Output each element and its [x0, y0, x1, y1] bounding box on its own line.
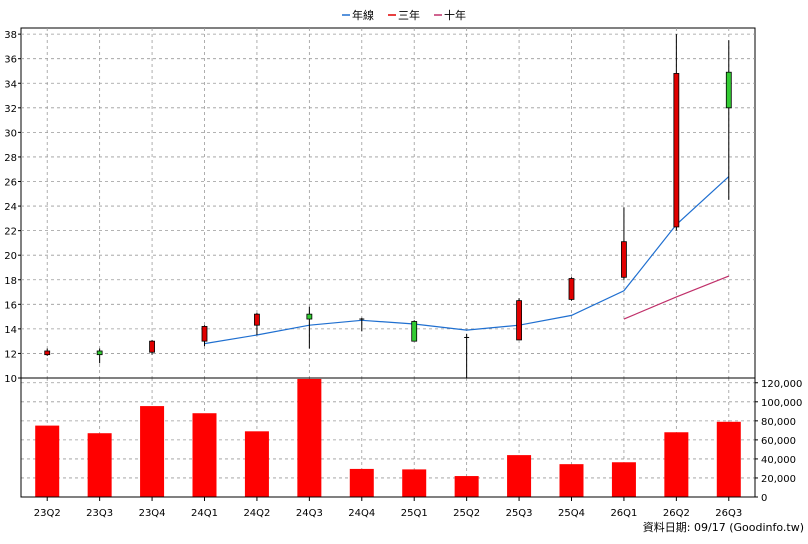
candle-body-13 — [725, 71, 732, 109]
price-ytick-label-5: 20 — [4, 251, 17, 262]
volume-bar-6 — [349, 468, 374, 497]
price-ytick-label-4: 18 — [4, 276, 17, 287]
x-tick-label-9: 25Q3 — [506, 508, 533, 519]
x-tick-label-8: 25Q2 — [453, 508, 480, 519]
x-tick-label-7: 25Q1 — [401, 508, 428, 519]
volume-bar-2 — [140, 406, 165, 497]
candle-body-2 — [149, 340, 155, 353]
price-ytick-label-10: 30 — [4, 128, 17, 139]
candle-body-0 — [44, 350, 51, 356]
volume-bar-5 — [297, 378, 322, 497]
volume-bar-1 — [87, 433, 112, 497]
volume-bar-9 — [507, 455, 532, 497]
ma-line-2 — [623, 275, 730, 320]
volume-bar-11 — [611, 462, 636, 497]
x-tick-label-3: 24Q1 — [191, 508, 218, 519]
x-tick-label-0: 23Q2 — [34, 508, 61, 519]
candle-body-12 — [673, 73, 680, 228]
candle-body-7 — [411, 321, 418, 342]
volume-ytick-label-3: 60,000 — [761, 436, 796, 447]
x-tick-label-13: 26Q3 — [715, 508, 742, 519]
volume-bar-4 — [244, 431, 269, 497]
volume-bar-7 — [402, 469, 427, 497]
legend-label-1: 三年 — [398, 8, 420, 22]
price-panel: 10 12 14 16 18 20 22 24 26 28 30 32 34 36 38 — [4, 27, 756, 385]
price-ytick-label-3: 16 — [4, 300, 17, 311]
candle-body-10 — [568, 278, 575, 300]
price-ytick-label-13: 36 — [4, 55, 17, 66]
x-tick-label-4: 24Q2 — [243, 508, 270, 519]
volume-bar-3 — [192, 413, 217, 497]
x-tick-label-10: 25Q4 — [558, 508, 585, 519]
volume-bar-13 — [716, 421, 741, 497]
volume-plot-area — [20, 377, 756, 498]
volume-ytick-label-0: 0 — [761, 493, 767, 504]
volume-bar-8 — [454, 476, 479, 497]
candle-body-9 — [516, 300, 522, 341]
price-ytick-label-12: 34 — [4, 79, 17, 90]
legend: 年線 三年 十年 — [342, 8, 466, 22]
x-tick-label-6: 24Q4 — [348, 508, 375, 519]
x-axis: 23Q2 23Q3 23Q4 24Q1 24Q2 24Q3 24Q4 25Q1 25Q2 25Q3… — [34, 497, 742, 519]
legend-label-2: 十年 — [444, 8, 466, 22]
price-ytick-label-1: 12 — [4, 349, 17, 360]
legend-label-0: 年線 — [352, 8, 374, 22]
price-ytick-label-14: 38 — [4, 30, 17, 41]
volume-ytick-label-4: 80,000 — [761, 417, 796, 428]
price-ytick-label-0: 10 — [4, 374, 17, 385]
price-ytick-label-9: 28 — [4, 153, 17, 164]
candle-body-4 — [254, 313, 260, 326]
x-tick-label-12: 26Q2 — [663, 508, 690, 519]
data-date-footer: 資料日期: 09/17 (Goodinfo.tw) — [643, 520, 804, 534]
price-ytick-label-6: 22 — [4, 227, 17, 238]
price-ytick-label-11: 32 — [4, 104, 17, 115]
volume-bar-0 — [35, 425, 60, 497]
candle-body-11 — [621, 241, 627, 278]
price-plot-area — [20, 27, 756, 379]
volume-ytick-label-1: 20,000 — [761, 474, 796, 485]
volume-bar-10 — [559, 464, 584, 497]
candle-body-1 — [96, 350, 103, 356]
ma-line-0 — [204, 176, 730, 345]
volume-ytick-label-2: 40,000 — [761, 455, 796, 466]
x-tick-label-11: 26Q1 — [610, 508, 637, 519]
x-tick-label-2: 23Q4 — [139, 508, 166, 519]
price-ytick-label-8: 26 — [4, 178, 17, 189]
volume-bar-12 — [664, 432, 689, 497]
volume-panel: 0 20,000 40,000 60,000 80,000 100,000 120,000 — [20, 377, 802, 504]
volume-ytick-label-5: 100,000 — [761, 398, 802, 409]
candle-body-5 — [306, 313, 313, 320]
volume-frame — [20, 377, 756, 498]
volume-ytick-label-6: 120,000 — [761, 379, 802, 390]
x-tick-label-5: 24Q3 — [296, 508, 323, 519]
x-tick-label-1: 23Q3 — [86, 508, 113, 519]
price-ytick-label-7: 24 — [4, 202, 17, 213]
candle-body-3 — [201, 326, 208, 342]
price-ytick-label-2: 14 — [4, 325, 17, 336]
